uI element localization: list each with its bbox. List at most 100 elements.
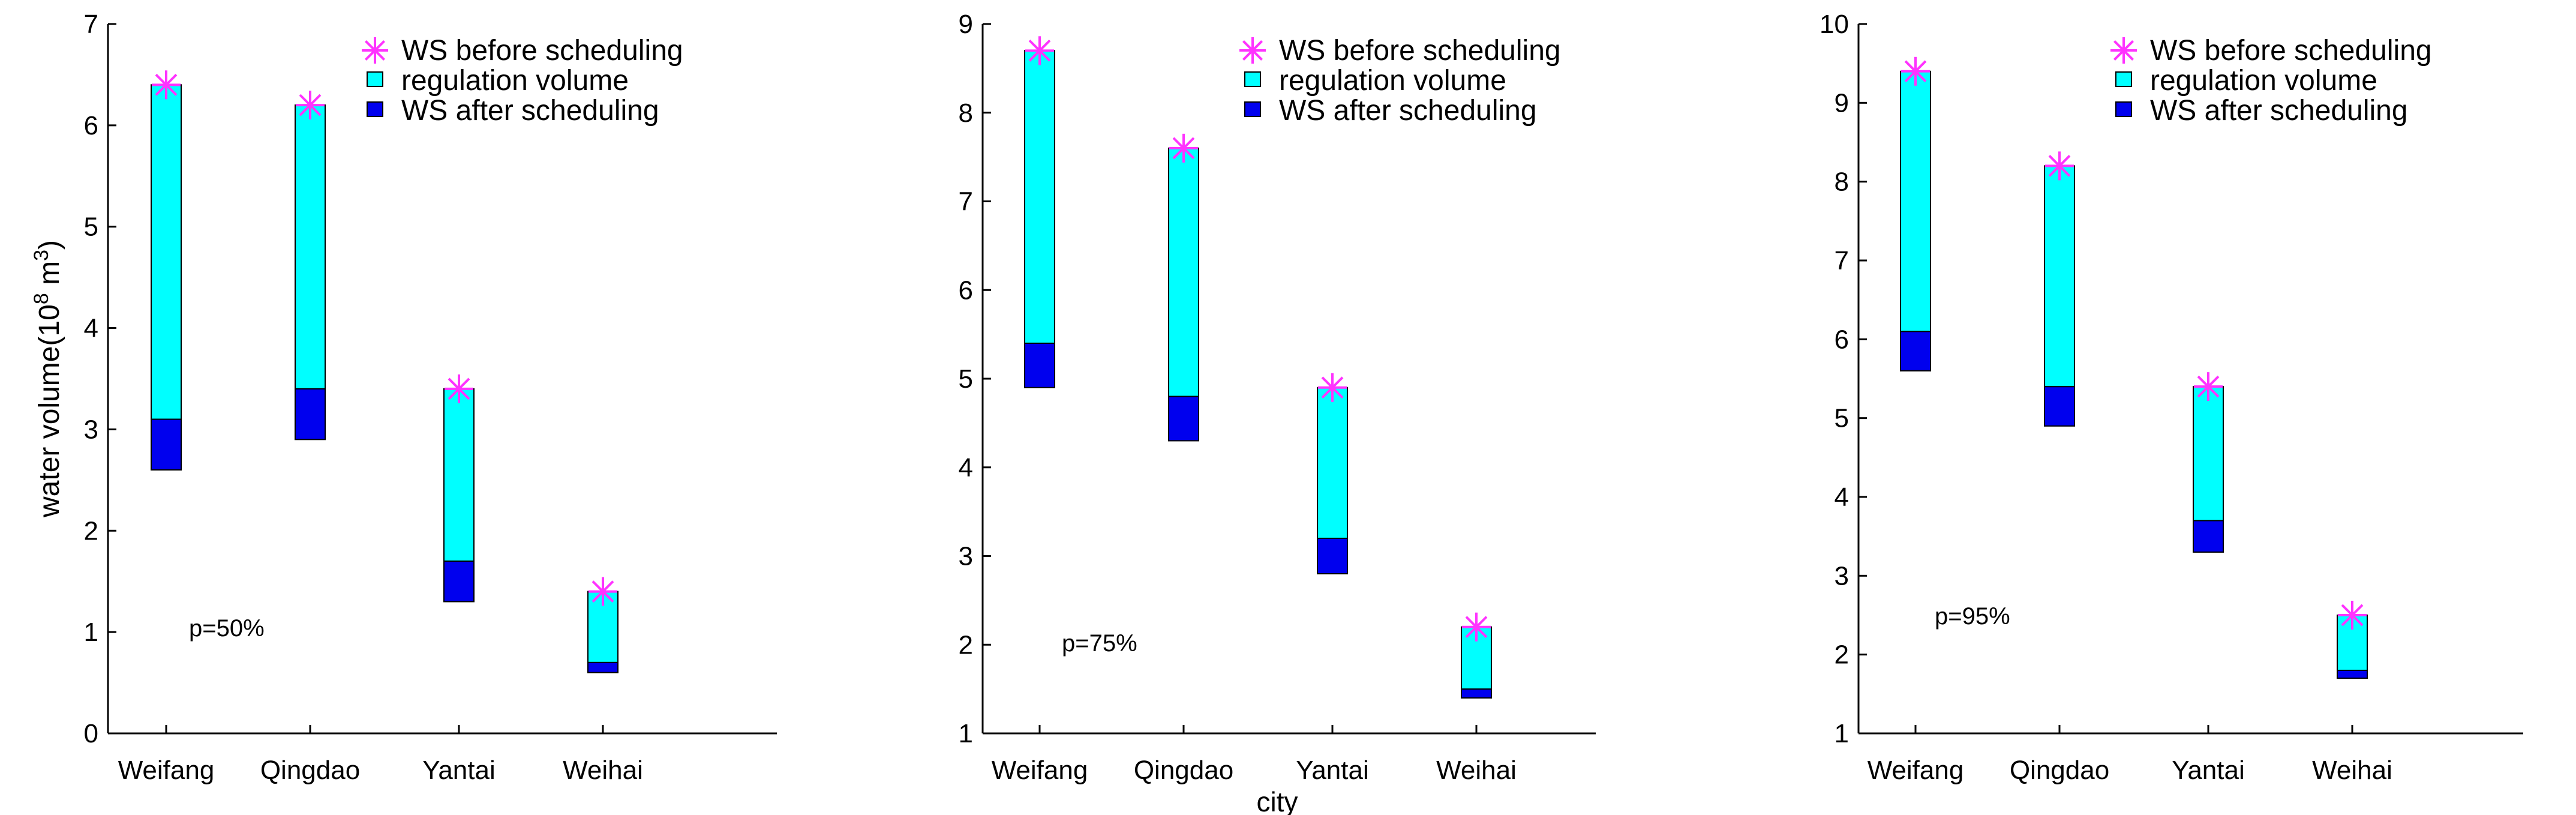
y-axis-label: water volume(108 m3) [30,240,65,518]
probability-annotation: p=50% [189,615,265,642]
y-tick-label: 3 [1835,561,1849,591]
probability-annotation: p=75% [1062,630,1137,657]
y-tick-label: 9 [1835,88,1849,118]
marker-before-qingdao [296,91,325,120]
x-tick-label: Qingdao [1134,756,1233,785]
bar-after-qingdao [2044,386,2075,427]
y-tick-label: 9 [959,10,973,39]
bar-regulation-yantai [2193,386,2224,522]
bar-regulation-weifang [1024,50,1055,344]
chart-panel-2: 1 2 3 4 5 6 7 8 9 Weifang Qingdao Yantai Weihai p=75%… [959,10,1596,815]
legend-swatch-regulation [367,71,383,87]
y-tick-label: 1 [1835,719,1849,748]
bar-after-weihai [1461,688,1492,699]
x-tick-label: Weihai [563,756,643,785]
y-tick-label: 10 [1820,10,1849,39]
legend-label: WS before scheduling [2150,35,2432,67]
y-tick-label: 6 [959,275,973,305]
bar-regulation-qingdao [2044,165,2075,388]
legend-swatch-after [1244,101,1261,117]
y-tick-label: 7 [959,187,973,217]
marker-before-weihai [589,577,617,606]
y-tick-label: 1 [959,719,973,748]
y-tick-label: 5 [1835,404,1849,433]
marker-before-yantai [445,374,473,403]
bar-after-qingdao [295,388,326,441]
y-tick-label: 4 [84,314,98,343]
legend-swatch-after [367,101,383,117]
legend-label: WS after scheduling [1279,95,1537,127]
legend-label: regulation volume [1279,65,1506,97]
y-tick-label: 3 [84,415,98,444]
x-tick-label: Qingdao [2010,756,2109,785]
bar-regulation-weifang [1900,70,1931,332]
x-tick-label: Weihai [1436,756,1517,785]
y-tick-label: 0 [84,719,98,748]
x-tick-label: Qingdao [260,756,360,785]
marker-before-weifang [1901,56,1930,86]
y-tick-label: 3 [959,542,973,571]
bar-after-weifang [1900,331,1931,371]
x-tick-label: Yantai [422,756,496,785]
x-tick-label: Weihai [2312,756,2392,785]
legend-label: regulation volume [2150,65,2377,97]
y-tick-label: 5 [84,212,98,242]
bar-after-weihai [2337,669,2368,679]
x-tick-label: Yantai [1296,756,1369,785]
x-tick-label: Weifang [118,756,215,785]
y-tick-label: 7 [1835,246,1849,275]
bar-regulation-yantai [1317,386,1348,539]
bar-after-weihai [587,661,619,673]
marker-before-qingdao [1169,133,1198,163]
legend-label: WS before scheduling [401,35,683,67]
y-tick-label: 8 [1835,167,1849,197]
marker-before-yantai [1318,373,1347,402]
y-tick-label: 6 [84,111,98,140]
marker-before-weihai [2338,601,2367,630]
marker-before-weihai [1462,612,1491,642]
bar-after-weifang [1024,342,1055,388]
marker-before-weifang [1025,36,1054,65]
y-tick-label: 7 [84,10,98,39]
y-tick-label: 2 [84,516,98,546]
legend-label: WS after scheduling [401,95,659,127]
marker-before-weifang [152,70,181,100]
x-tick-label: Weifang [1868,756,1964,785]
bar-after-qingdao [1168,395,1199,442]
legend-marker-before [2110,37,2137,64]
x-tick-label: Weifang [992,756,1088,785]
y-tick-label: 4 [959,453,973,483]
legend-swatch-regulation [2115,71,2132,87]
y-tick-label: 4 [1835,483,1849,512]
y-tick-label: 6 [1835,325,1849,354]
probability-annotation: p=95% [1935,603,2010,630]
y-tick-label: 8 [959,98,973,128]
legend-marker-before [362,37,388,64]
bar-regulation-qingdao [295,104,326,389]
legend-label: WS after scheduling [2150,95,2408,127]
bar-after-yantai [2193,520,2224,553]
x-tick-label: Yantai [2172,756,2245,785]
bar-regulation-yantai [443,388,475,562]
legend-swatch-regulation [1244,71,1261,87]
legend-marker-before [1239,37,1266,64]
legend-label: WS before scheduling [1279,35,1561,67]
y-tick-label: 1 [84,618,98,647]
bar-after-yantai [1317,537,1348,575]
x-axis-label: city [1257,786,1298,815]
legend-swatch-after [2115,101,2132,117]
marker-before-yantai [2194,372,2223,401]
chart-panel-3: 1 2 3 4 5 6 7 8 9 10 Weifang Qingdao Yantai Weihai p=9… [1820,10,2523,785]
bar-regulation-weifang [151,84,182,420]
bar-after-weifang [151,418,182,471]
bar-regulation-qingdao [1168,147,1199,397]
y-tick-label: 2 [959,630,973,660]
legend-label: regulation volume [401,65,629,97]
y-tick-label: 2 [1835,640,1849,670]
y-tick-label: 5 [959,364,973,394]
marker-before-qingdao [2045,151,2074,181]
